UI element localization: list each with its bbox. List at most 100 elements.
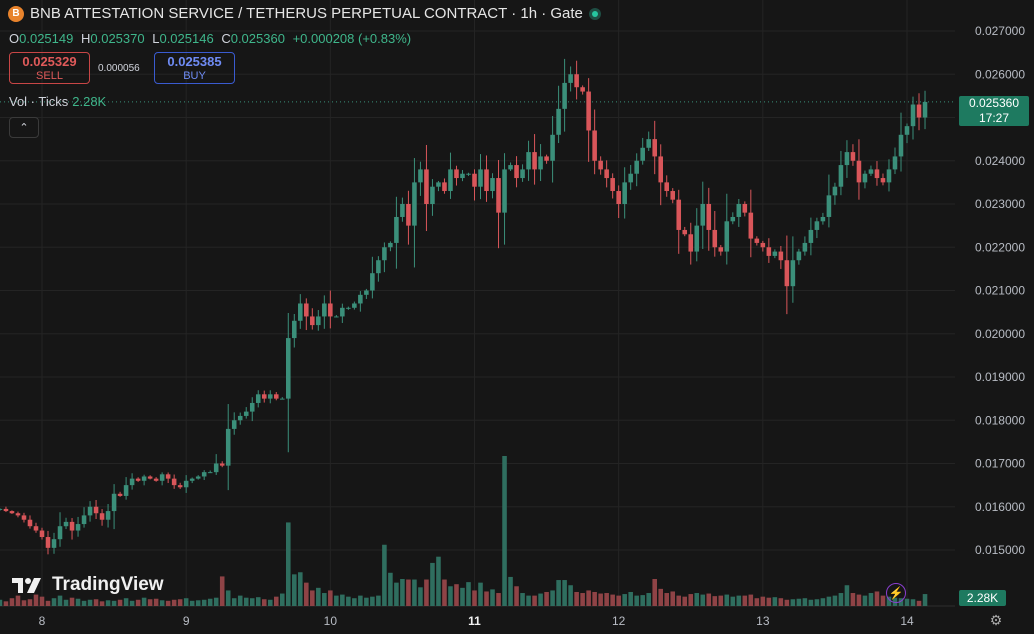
- volume-bar: [496, 593, 501, 606]
- volume-bar: [183, 598, 189, 606]
- volume-bar: [340, 594, 345, 606]
- volume-bar: [640, 595, 645, 606]
- high-value: 0.025370: [90, 31, 145, 46]
- volume-bar: [796, 598, 802, 606]
- volume-bar: [9, 598, 15, 606]
- candle-body: [448, 169, 453, 192]
- volume-bar: [57, 595, 63, 606]
- candle-body: [418, 169, 423, 183]
- symbol-title[interactable]: BNB ATTESTATION SERVICE / TETHERUS PERPE…: [30, 5, 583, 22]
- candle-body: [736, 204, 742, 217]
- volume-bar: [568, 585, 573, 606]
- candle-body: [15, 513, 21, 516]
- candle-body: [21, 515, 27, 520]
- candle-body: [850, 152, 856, 161]
- candle-body: [466, 173, 471, 175]
- candle-body: [760, 242, 766, 248]
- candle-body: [316, 316, 321, 326]
- candle-body: [754, 238, 760, 243]
- candle-body: [820, 216, 826, 222]
- candle-body: [610, 178, 615, 192]
- volume-legend[interactable]: Vol · Ticks 2.28K: [9, 94, 106, 109]
- volume-bar: [171, 599, 177, 606]
- x-tick-label: 11: [468, 614, 481, 628]
- volume-bar: [544, 591, 549, 606]
- volume-bar: [147, 599, 153, 606]
- axes: 0.015000 0.016000 0.017000 0.018000 0.019000…: [39, 24, 1026, 628]
- lightning-icon[interactable]: ⚡: [886, 583, 906, 603]
- candle-body: [478, 169, 483, 187]
- change-value: +0.000208 (+0.83%): [292, 31, 412, 46]
- candle-body: [520, 169, 525, 179]
- volume-bar: [135, 599, 141, 606]
- volume-bar: [304, 582, 309, 606]
- volume-bar: [207, 598, 213, 606]
- buy-button[interactable]: 0.025385 BUY: [154, 52, 235, 84]
- candle-body: [742, 204, 748, 213]
- candle-body: [322, 303, 327, 317]
- candle-body: [856, 160, 862, 183]
- volume-bar: [586, 590, 591, 606]
- candle-body: [892, 156, 898, 170]
- candle-body: [225, 428, 231, 466]
- candle-body: [640, 147, 645, 161]
- grid-lines: [0, 0, 955, 607]
- candle-body: [9, 511, 15, 514]
- last-volume-tag: 2.28K: [959, 590, 1006, 606]
- volume-bar: [562, 580, 567, 606]
- volume-bar: [358, 595, 363, 606]
- candles: [0, 58, 928, 555]
- volume-bar: [652, 579, 657, 606]
- collapse-legend-button[interactable]: ⌃: [9, 117, 39, 138]
- gear-icon[interactable]: ⚙: [989, 612, 1003, 628]
- candle-body: [129, 478, 135, 486]
- volume-bar: [159, 600, 165, 606]
- volume-bar: [213, 597, 219, 606]
- low-value: 0.025146: [159, 31, 214, 46]
- candle-body: [838, 165, 844, 187]
- candle-body: [538, 156, 543, 170]
- close-value: 0.025360: [230, 31, 285, 46]
- volume-bar: [826, 596, 832, 606]
- volume-bar: [742, 595, 748, 606]
- x-tick-label: 12: [612, 614, 626, 628]
- candle-body: [358, 294, 363, 304]
- volume-bar: [736, 595, 742, 606]
- candle-body: [231, 420, 237, 429]
- last-price-value: 0.025360: [968, 96, 1020, 110]
- x-tick-label: 9: [183, 614, 190, 628]
- volume-bar: [310, 590, 315, 606]
- candle-body: [592, 130, 597, 161]
- volume-bar: [856, 594, 862, 606]
- candle-body: [273, 394, 279, 399]
- candle-body: [328, 303, 333, 317]
- volume-bar: [676, 595, 682, 606]
- volume-bar: [243, 597, 249, 606]
- open-label: O: [9, 31, 20, 46]
- volume-bar: [490, 589, 495, 606]
- candle-body: [340, 307, 345, 317]
- candle-body: [123, 485, 129, 496]
- volume-bar: [75, 598, 81, 606]
- candle-body: [261, 394, 267, 399]
- volume-bar: [886, 596, 892, 606]
- candle-body: [454, 169, 459, 179]
- volume-bar: [916, 600, 922, 606]
- candle-body: [502, 169, 507, 213]
- candle-body: [249, 402, 255, 412]
- volume-bar: [231, 598, 237, 606]
- candle-body: [111, 493, 117, 512]
- tradingview-logo[interactable]: TradingView: [12, 574, 164, 596]
- volume-bar: [754, 598, 760, 606]
- y-tick-label: 0.021000: [975, 284, 1025, 298]
- candle-body: [424, 169, 429, 204]
- volume-bar: [682, 596, 688, 606]
- sell-button[interactable]: 0.025329 SELL: [9, 52, 90, 84]
- volume-bar: [592, 591, 597, 606]
- volume-bar: [298, 572, 303, 606]
- candle-body: [117, 493, 123, 496]
- volume-bar: [406, 579, 411, 606]
- candle-body: [556, 108, 561, 135]
- candle-body: [508, 165, 513, 170]
